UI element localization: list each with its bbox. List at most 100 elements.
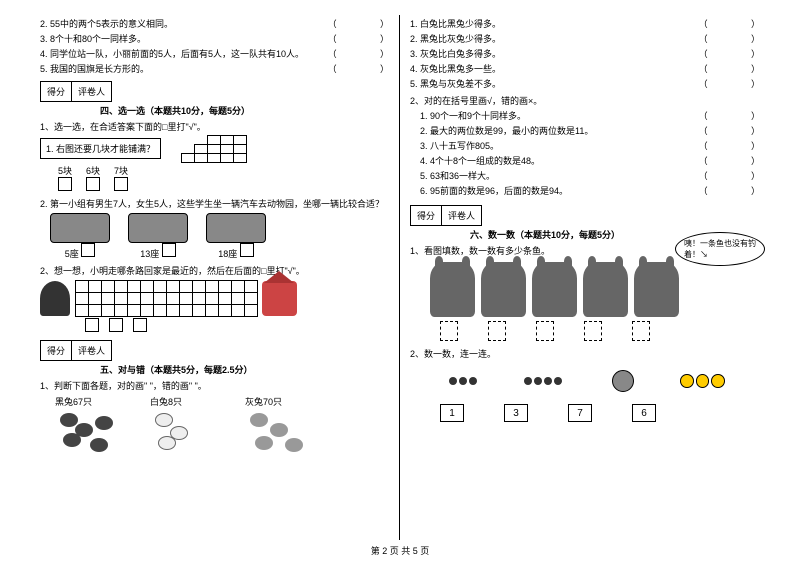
cat-icon — [583, 262, 628, 317]
vehicle-item: 18座 — [206, 213, 266, 260]
score-box: 得分 评卷人 — [410, 205, 760, 226]
checkbox[interactable] — [58, 177, 72, 191]
tf-item: 1. 白兔比黑兔少得多。（ ） — [410, 17, 760, 30]
tf-item: 3. 灰兔比白兔多得多。（ ） — [410, 47, 760, 60]
score-box: 得分 评卷人 — [40, 340, 389, 361]
rabbit-label: 白兔8只 — [150, 395, 230, 408]
q1-intro: 1、选一选，在合适答案下面的□里打"√"。 — [40, 120, 389, 133]
q2-text: 2、想一想，小明走哪条路回家是最近的，然后在后面的□里打"√"。 — [40, 264, 389, 277]
number-box: 1 — [440, 404, 464, 422]
number-box-row: 1 3 7 6 — [410, 404, 760, 422]
tf-item: 6. 95前面的数是96，后面的数是94。（ ） — [420, 184, 760, 197]
checkbox[interactable] — [85, 318, 99, 332]
q1-1-text: 1. 右图还要几块才能铺满？ — [40, 138, 161, 159]
cat-row: 咦！一条鱼也没有钓着！↘ — [410, 262, 760, 317]
bus-icon — [206, 213, 266, 243]
person-icon — [40, 281, 70, 316]
grader-label: 评卷人 — [72, 340, 112, 361]
left-column: 2. 55中的两个5表示的意义相同。（ ） 3. 8个十和80个一同样多。（ ）… — [30, 15, 400, 540]
flies-icon — [520, 366, 565, 396]
blank-paren: （ ） — [328, 32, 389, 45]
speech-bubble: 咦！一条鱼也没有钓着！↘ — [675, 232, 765, 266]
checkbox[interactable] — [133, 318, 147, 332]
cat-icon — [634, 262, 679, 317]
choice-item: 7块 — [114, 164, 128, 193]
vehicle-row: 5座 13座 18座 — [40, 213, 389, 260]
tf-item: 4. 同学位站一队，小丽前面的5人，后面有5人，这一队共有10人。（ ） — [40, 47, 389, 60]
tf-item: 3. 8个十和80个一同样多。（ ） — [40, 32, 389, 45]
score-box: 得分 评卷人 — [40, 81, 389, 102]
rabbit-group: 灰兔70只 — [245, 395, 325, 458]
right-column: 1. 白兔比黑兔少得多。（ ） 2. 黑兔比灰兔少得多。（ ） 3. 灰兔比白兔… — [400, 15, 770, 540]
ball-icon — [600, 366, 645, 396]
page-footer: 第 2 页 共 5 页 — [0, 544, 800, 557]
number-box: 6 — [632, 404, 656, 422]
path-block — [40, 280, 389, 316]
checkbox[interactable] — [109, 318, 123, 332]
blank-paren: （ ） — [328, 47, 389, 60]
tf-item: 2. 黑兔比灰兔少得多。（ ） — [410, 32, 760, 45]
tf-item: 2. 最大的两位数是99，最小的两位数是11。（ ） — [420, 124, 760, 137]
tf-item: 5. 我国的国旗是长方形的。（ ） — [40, 62, 389, 75]
checkbox[interactable] — [86, 177, 100, 191]
choice-item: 6块 — [86, 164, 100, 193]
grader-label: 评卷人 — [72, 81, 112, 102]
q1-1-row: 1. 右图还要几块才能铺满？ — [40, 135, 389, 162]
count-items-row — [410, 366, 760, 396]
rabbit-group: 白兔8只 — [150, 395, 230, 458]
answer-box[interactable] — [440, 321, 458, 341]
tf-item: 2. 55中的两个5表示的意义相同。（ ） — [40, 17, 389, 30]
tf-item: 5. 63和36一样大。（ ） — [420, 169, 760, 182]
tf-item: 3. 八十五写作805。（ ） — [420, 139, 760, 152]
cat-icon — [481, 262, 526, 317]
rockets-icon — [440, 366, 485, 396]
q1-2-text: 2. 第一小组有男生7人，女生5人，这些学生坐一辆汽车去动物园，坐哪一辆比较合适… — [40, 197, 389, 210]
rabbit-group: 黑兔67只 — [55, 395, 135, 458]
answer-box[interactable] — [536, 321, 554, 341]
answer-box[interactable] — [584, 321, 602, 341]
grader-label: 评卷人 — [442, 205, 482, 226]
tf-list: 2. 55中的两个5表示的意义相同。（ ） 3. 8个十和80个一同样多。（ ）… — [40, 17, 389, 75]
score-label: 得分 — [40, 81, 72, 102]
score-label: 得分 — [410, 205, 442, 226]
dash-box-row — [410, 321, 760, 341]
blank-paren: （ ） — [328, 62, 389, 75]
faces-icon — [680, 366, 725, 396]
score-label: 得分 — [40, 340, 72, 361]
tf-item: 4. 灰兔比黑兔多一些。（ ） — [410, 62, 760, 75]
rabbit-label: 灰兔70只 — [245, 395, 325, 408]
q5-1-text: 1、判断下面各题，对的画" "，错的画" "。 — [40, 379, 389, 392]
q2-intro: 2、对的在括号里画√，错的画×。 — [410, 94, 760, 107]
section4-title: 四、选一选（本题共10分，每题5分） — [40, 104, 389, 117]
cat-icon — [430, 262, 475, 317]
rabbits-area: 黑兔67只 白兔8只 灰兔70只 — [40, 395, 389, 458]
number-box: 7 — [568, 404, 592, 422]
cat-icon — [532, 262, 577, 317]
blank-paren: （ ） — [328, 17, 389, 30]
answer-box[interactable] — [488, 321, 506, 341]
checkbox[interactable] — [240, 243, 254, 257]
section5-title: 五、对与错（本题共5分，每题2.5分） — [40, 363, 389, 376]
tf-item: 5. 黑兔与灰兔差不多。（ ） — [410, 77, 760, 90]
q2-list: 1. 90个一和9个十同样多。（ ） 2. 最大的两位数是99，最小的两位数是1… — [410, 109, 760, 197]
path-grid-icon — [75, 280, 257, 316]
bus-icon — [128, 213, 188, 243]
checkbox[interactable] — [114, 177, 128, 191]
number-box: 3 — [504, 404, 528, 422]
answer-box[interactable] — [632, 321, 650, 341]
tf-item: 4. 4个十8个一组成的数是48。（ ） — [420, 154, 760, 167]
tf-item: 1. 90个一和9个十同样多。（ ） — [420, 109, 760, 122]
rabbit-tf-list: 1. 白兔比黑兔少得多。（ ） 2. 黑兔比灰兔少得多。（ ） 3. 灰兔比白兔… — [410, 17, 760, 90]
q1-1-choices: 5块 6块 7块 — [40, 164, 389, 193]
checkbox[interactable] — [162, 243, 176, 257]
q6-2-text: 2、数一数，连一连。 — [410, 347, 760, 360]
house-icon — [262, 281, 297, 316]
vehicle-item: 5座 — [50, 213, 110, 260]
car-icon — [50, 213, 110, 243]
checkbox[interactable] — [81, 243, 95, 257]
vehicle-item: 13座 — [128, 213, 188, 260]
rabbit-label: 黑兔67只 — [55, 395, 135, 408]
path-checkboxes — [40, 318, 389, 332]
grid-puzzle-icon — [181, 135, 246, 162]
choice-item: 5块 — [58, 164, 72, 193]
